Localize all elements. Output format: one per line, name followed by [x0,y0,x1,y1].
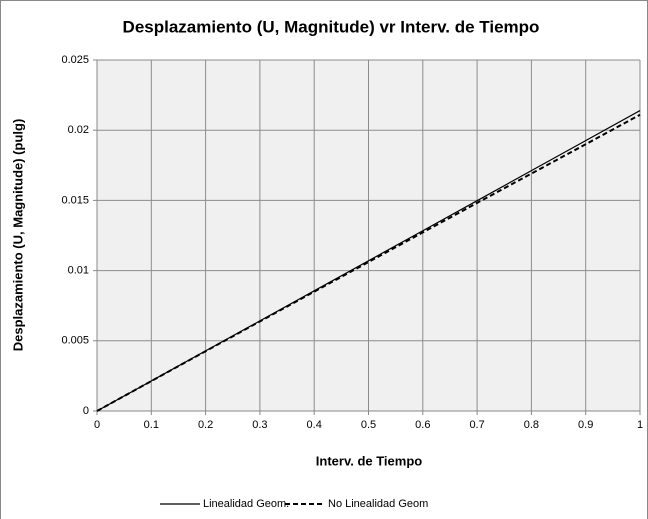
x-tick-label: 0.2 [198,419,213,431]
x-tick-label: 0.1 [144,419,159,431]
x-tick-label: 0.9 [578,419,593,431]
series-line [96,113,641,412]
chart-title: Desplazamiento (U, Magnitude) vr Interv.… [123,17,540,36]
x-axis-title: Interv. de Tiempo [316,453,422,468]
legend-label: No Linealidad Geom [328,498,428,510]
x-tick-label: 0.5 [361,419,376,431]
x-tick-label: 0.8 [524,419,539,431]
x-tick-label: 0.4 [307,419,322,431]
y-tick-label: 0.025 [61,54,89,66]
legend-label: Linealidad Geom. [203,498,289,510]
x-tick-label: 0.3 [252,419,267,431]
series-line [96,110,641,412]
x-tick-label: 0.7 [469,419,484,431]
y-axis-title: Desplazamiento (U, Magnitude) (pulg) [10,119,25,352]
x-tick-label: 0 [94,419,100,431]
y-tick-label: 0.02 [68,124,89,136]
y-tick-label: 0.015 [61,194,89,206]
y-tick-label: 0.01 [68,265,89,277]
x-tick-label: 0.6 [415,419,430,431]
y-tick-label: 0 [83,405,89,417]
y-tick-label: 0.005 [61,335,89,347]
x-tick-label: 1 [637,419,643,431]
